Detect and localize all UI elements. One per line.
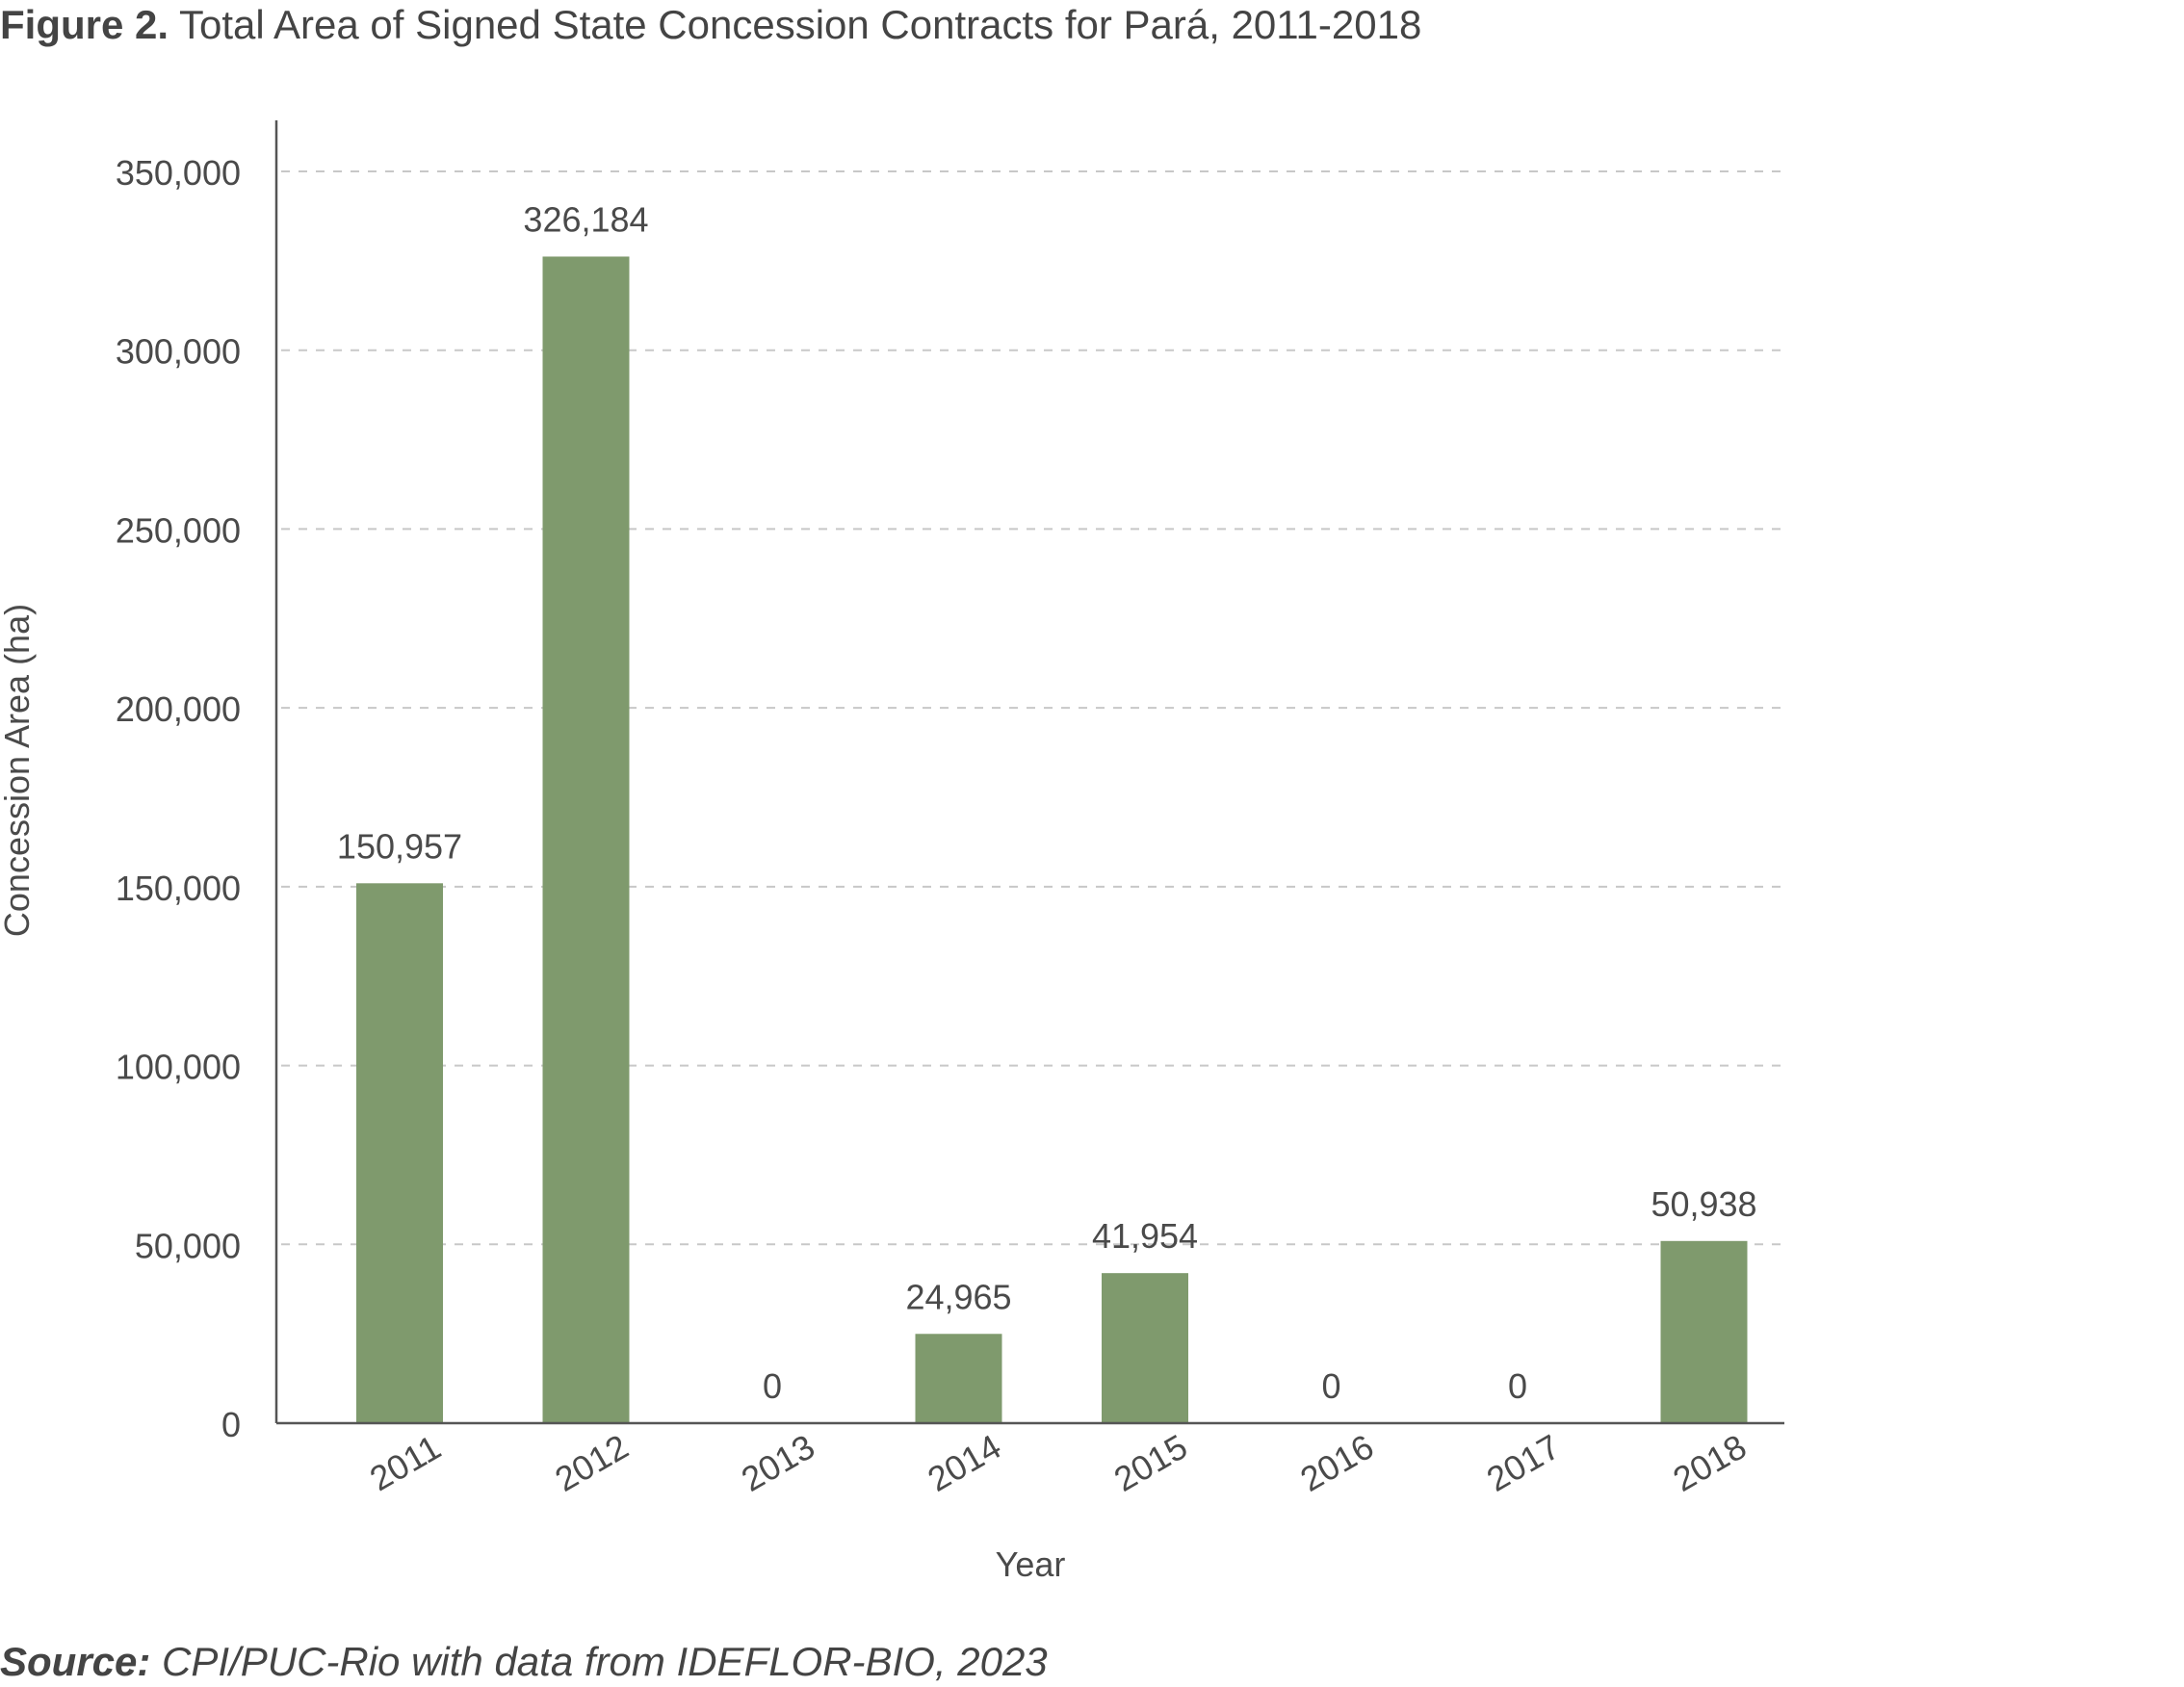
x-tick-label: 2017 <box>1480 1426 1567 1499</box>
bar <box>915 1334 1002 1423</box>
data-label: 50,938 <box>1651 1184 1756 1224</box>
bar <box>542 256 630 1423</box>
labels: 0 50,000 100,000 150,000 200,000 250,000 300,0… <box>0 153 1757 1584</box>
bar <box>356 883 443 1423</box>
y-axis-title: Concession Area (ha) <box>0 604 37 937</box>
y-tick-label: 100,000 <box>116 1048 241 1087</box>
source-text: CPI/PUC-Rio with data from IDEFLOR-BIO, … <box>162 1639 1048 1684</box>
gridlines <box>281 170 1784 1246</box>
y-tick-label: 200,000 <box>116 689 241 729</box>
data-label: 0 <box>1508 1366 1527 1406</box>
figure-title: Figure 2. Total Area of Signed State Con… <box>0 0 1421 50</box>
data-label: 41,954 <box>1092 1216 1198 1256</box>
x-tick-label: 2018 <box>1666 1426 1753 1499</box>
x-tick-label: 2012 <box>548 1426 635 1499</box>
y-tick-label: 350,000 <box>116 153 241 193</box>
x-tick-label: 2011 <box>363 1427 448 1498</box>
bars <box>356 256 1748 1423</box>
y-tick-label: 50,000 <box>135 1226 241 1265</box>
x-axis-title: Year <box>996 1544 1066 1584</box>
x-tick-label: 2014 <box>921 1426 1007 1499</box>
bar <box>1102 1273 1188 1423</box>
source-note: Source: CPI/PUC-Rio with data from IDEFL… <box>0 1637 1048 1687</box>
data-label: 0 <box>763 1366 782 1406</box>
data-label: 0 <box>1321 1366 1340 1406</box>
x-tick-label: 2015 <box>1107 1426 1194 1499</box>
figure-label: Figure 2. <box>0 2 169 47</box>
y-tick-label: 150,000 <box>116 869 241 908</box>
bar <box>1660 1240 1748 1423</box>
data-label: 24,965 <box>905 1277 1011 1316</box>
x-tick-label: 2013 <box>735 1426 821 1499</box>
figure-title-text: Total Area of Signed State Concession Co… <box>178 2 1422 47</box>
axes <box>274 120 1784 1425</box>
data-label: 326,184 <box>523 199 648 239</box>
y-tick-label: 250,000 <box>116 510 241 550</box>
source-label: Source: <box>0 1639 151 1684</box>
y-tick-label: 300,000 <box>116 332 241 372</box>
x-tick-label: 2016 <box>1293 1426 1380 1499</box>
y-tick-label: 0 <box>221 1405 241 1444</box>
data-label: 150,957 <box>337 826 462 866</box>
